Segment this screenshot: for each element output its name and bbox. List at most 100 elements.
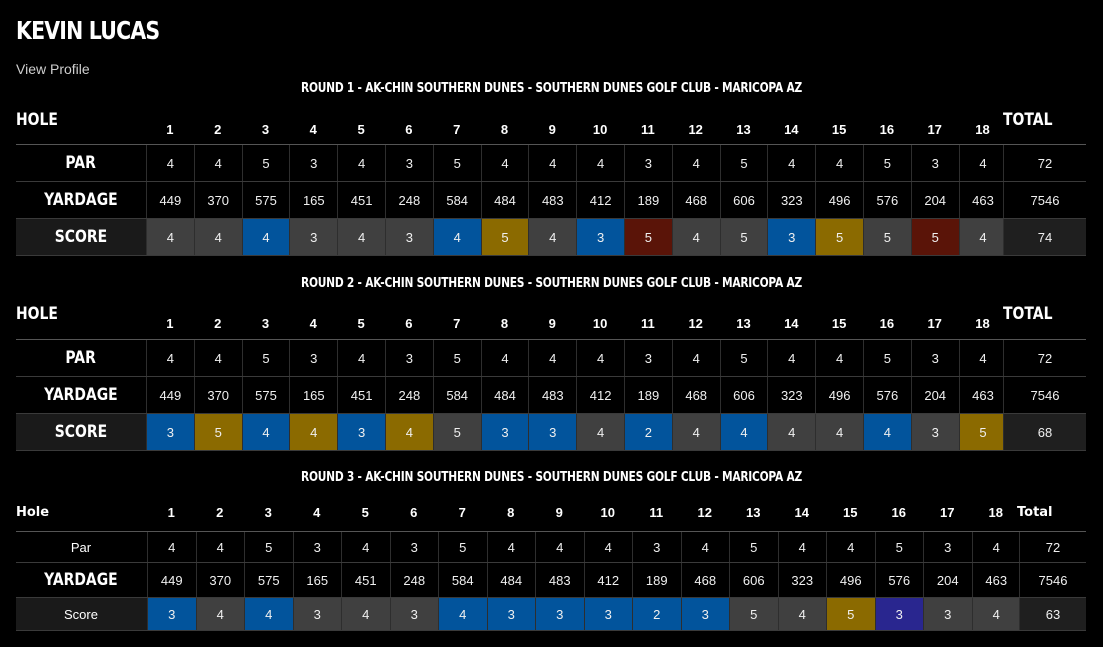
score-cell: 4 (289, 414, 338, 450)
hole-number: 17 (940, 505, 955, 520)
yardage-cell: 483 (528, 182, 576, 218)
par-row-label: Par (16, 532, 146, 562)
round-title-text: ROUND 3 - AK-CHIN SOUTHERN DUNES - SOUTH… (301, 470, 802, 485)
hole-number: 4 (309, 316, 317, 331)
score-cell: 3 (486, 598, 535, 630)
score-cell: 5 (624, 219, 672, 255)
par-cell: 4 (583, 532, 633, 562)
hole-number: 12 (688, 122, 703, 137)
yardage-cell: 248 (385, 182, 433, 218)
score-cell: 3 (385, 219, 433, 255)
par-cell: 4 (971, 532, 1021, 562)
hole-number: 16 (891, 505, 906, 520)
score-cell: 5 (826, 598, 875, 630)
yardage-cell: 449 (146, 377, 194, 413)
par-cell: 3 (292, 532, 342, 562)
score-row: SCORE 4 4 4 3 4 3 4 5 4 3 5 4 5 3 5 5 5 4 74 (16, 219, 1086, 256)
score-cell: 4 (815, 414, 863, 450)
par-cell: 5 (719, 145, 768, 181)
yardage-cell: 606 (719, 182, 768, 218)
yardage-cell: 606 (719, 377, 768, 413)
score-cell: 5 (815, 219, 863, 255)
yardage-cell: 370 (193, 377, 242, 413)
score-cell: 4 (863, 414, 911, 450)
score-total-cell: 74 (1003, 219, 1086, 255)
scorecard-grid: PAR 4 4 5 3 4 3 5 4 4 4 3 4 5 4 4 5 3 4 72 YARDAGE 449 370 575 1… (16, 339, 1086, 451)
hole-number: 14 (784, 122, 799, 137)
total-label: TOTAL (1003, 110, 1053, 130)
hole-number: 15 (831, 122, 847, 137)
scorecard-round-3: ROUND 3 - AK-CHIN SOUTHERN DUNES - SOUTH… (0, 470, 1103, 640)
score-cell: 3 (292, 598, 341, 630)
par-cell: 5 (729, 532, 778, 562)
par-cell: 3 (385, 145, 433, 181)
yardage-cell: 584 (438, 563, 487, 597)
score-cell: 4 (337, 219, 385, 255)
hole-number: 17 (927, 316, 942, 331)
score-row-label-text: SCORE (54, 227, 108, 247)
view-profile-link[interactable]: View Profile (16, 61, 90, 77)
yardage-cell: 204 (910, 377, 959, 413)
par-cell: 3 (624, 340, 672, 376)
yardage-cell: 468 (671, 182, 720, 218)
par-cell: 4 (826, 532, 875, 562)
score-cell: 4 (241, 414, 290, 450)
yardage-row-label-text: YARDAGE (44, 570, 118, 590)
score-cell: 3 (583, 598, 632, 630)
par-row-label: PAR (16, 340, 146, 376)
par-cell: 3 (624, 145, 672, 181)
yardage-cell: 576 (863, 377, 911, 413)
score-cell: 4 (438, 598, 487, 630)
score-cell: 5 (719, 219, 768, 255)
scorecard-round-1: ROUND 1 - AK-CHIN SOUTHERN DUNES - SOUTH… (0, 81, 1103, 256)
score-cell: 3 (923, 598, 972, 630)
par-cell: 4 (671, 340, 720, 376)
par-cell: 4 (147, 532, 196, 562)
par-total-cell: 72 (1003, 340, 1086, 376)
hole-number: 16 (879, 316, 895, 331)
par-row: PAR 4 4 5 3 4 3 5 4 4 4 3 4 5 4 4 5 3 4 72 (16, 145, 1086, 182)
score-cell: 3 (146, 414, 194, 450)
yardage-row: YARDAGE 449 370 575 165 451 248 584 484 483 412 189… (16, 377, 1086, 414)
round-title-text: ROUND 1 - AK-CHIN SOUTHERN DUNES - SOUTH… (301, 81, 802, 96)
par-cell: 4 (528, 340, 576, 376)
yardage-cell: 323 (777, 563, 827, 597)
yardage-cell: 165 (289, 182, 337, 218)
par-cell: 4 (337, 340, 385, 376)
hole-label: HOLE (16, 304, 58, 324)
hole-number: 10 (600, 505, 615, 520)
yardage-cell: 449 (147, 563, 196, 597)
score-cell: 3 (767, 219, 816, 255)
par-cell: 3 (389, 532, 439, 562)
score-cell: 4 (146, 219, 194, 255)
par-cell: 5 (241, 145, 290, 181)
par-cell: 4 (480, 340, 529, 376)
hole-number: 13 (746, 505, 761, 520)
score-cell: 4 (385, 414, 433, 450)
yardage-cell: 451 (337, 377, 385, 413)
par-cell: 4 (815, 145, 863, 181)
score-cell: 4 (244, 598, 293, 630)
par-cell: 5 (432, 340, 481, 376)
score-cell: 4 (958, 219, 1007, 255)
yardage-cell: 165 (289, 377, 337, 413)
hole-number: 15 (831, 316, 847, 331)
score-cell: 4 (767, 414, 816, 450)
hole-number: 12 (688, 316, 703, 331)
score-row: SCORE 3 5 4 4 3 4 5 3 3 4 2 4 4 4 4 4 3 5 68 (16, 414, 1086, 451)
yardage-cell: 576 (863, 182, 911, 218)
par-total-cell: 72 (1003, 145, 1086, 181)
par-cell: 5 (719, 340, 768, 376)
par-cell: 3 (632, 532, 681, 562)
yardage-cell: 584 (432, 182, 481, 218)
round-title-text: ROUND 2 - AK-CHIN SOUTHERN DUNES - SOUTH… (301, 276, 802, 291)
hole-number: 9 (548, 122, 556, 137)
hole-number: 2 (214, 316, 222, 331)
hole-number: 7 (453, 316, 461, 331)
score-cell: 3 (576, 219, 624, 255)
hole-number: 2 (214, 122, 222, 137)
hole-number: 18 (975, 316, 990, 331)
par-cell: 5 (863, 145, 911, 181)
yardage-total-cell: 7546 (1003, 377, 1086, 413)
yardage-row-label: YARDAGE (16, 563, 146, 597)
